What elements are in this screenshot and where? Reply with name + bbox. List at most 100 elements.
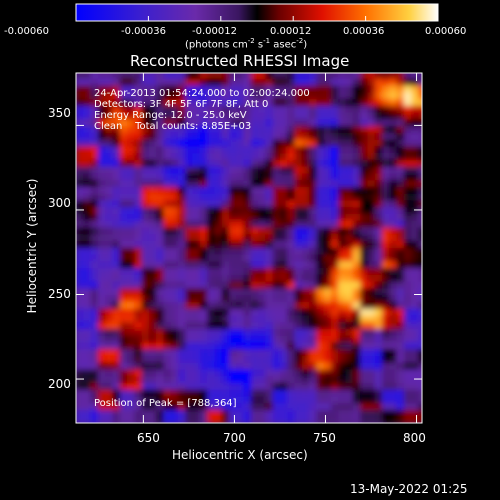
heatmap-cell bbox=[330, 179, 339, 187]
heatmap-cell bbox=[76, 321, 84, 329]
heatmap-cell bbox=[170, 118, 179, 127]
heatmap-cell bbox=[272, 321, 281, 329]
heatmap-cell bbox=[418, 132, 422, 140]
heatmap-cell bbox=[360, 233, 368, 241]
heatmap-cell bbox=[76, 389, 84, 397]
heatmap-cell bbox=[221, 395, 230, 404]
heatmap-cell bbox=[258, 138, 266, 147]
heatmap-cell bbox=[367, 206, 376, 214]
heatmap-cell bbox=[360, 335, 368, 343]
heatmap-cell bbox=[192, 172, 201, 181]
heatmap-cell bbox=[381, 335, 390, 343]
heatmap-cell bbox=[403, 145, 412, 154]
heatmap-cell bbox=[323, 260, 332, 269]
y-tick-label: 350 bbox=[48, 106, 71, 120]
heatmap-cell bbox=[352, 172, 361, 181]
heatmap-cell bbox=[192, 335, 201, 343]
heatmap-cell bbox=[418, 335, 422, 343]
heatmap-cell bbox=[76, 409, 84, 417]
heatmap-cell bbox=[301, 355, 310, 363]
heatmap-cell bbox=[119, 240, 128, 248]
heatmap-cell bbox=[76, 233, 84, 241]
heatmap-cell bbox=[250, 267, 259, 275]
heatmap-cell bbox=[360, 179, 368, 187]
heatmap-cell bbox=[192, 138, 201, 147]
heatmap-cell bbox=[330, 301, 339, 309]
heatmap-cell bbox=[316, 206, 325, 214]
heatmap-cell bbox=[141, 253, 150, 262]
heatmap-cell bbox=[236, 220, 245, 228]
heatmap-cell bbox=[323, 321, 332, 329]
heatmap-cell bbox=[418, 172, 422, 181]
heatmap-cell bbox=[411, 335, 419, 343]
heatmap-cell bbox=[265, 287, 274, 296]
heatmap-cell bbox=[112, 409, 121, 417]
heatmap-cell bbox=[272, 287, 281, 296]
heatmap-cell bbox=[214, 138, 223, 147]
heatmap-cell bbox=[192, 105, 201, 113]
heatmap-cell bbox=[214, 206, 223, 214]
heatmap-cell bbox=[381, 267, 390, 275]
heatmap-cell bbox=[403, 193, 412, 201]
heatmap-cell bbox=[374, 247, 383, 255]
heatmap-cell bbox=[178, 362, 186, 370]
heatmap-cell bbox=[280, 375, 288, 384]
heatmap-cell bbox=[185, 132, 194, 140]
chart-title: Reconstructed RHESSI Image bbox=[130, 52, 350, 70]
heatmap-cell bbox=[229, 105, 237, 113]
heatmap-cell bbox=[381, 73, 390, 79]
heatmap-cell bbox=[287, 247, 296, 255]
heatmap-cell bbox=[250, 179, 259, 187]
heatmap-cell bbox=[199, 213, 208, 221]
heatmap-cell bbox=[97, 132, 106, 140]
heatmap-cell bbox=[323, 409, 332, 417]
heatmap-cell bbox=[396, 341, 405, 350]
heatmap-cell bbox=[418, 98, 422, 106]
heatmap-cell bbox=[112, 395, 121, 404]
heatmap-cell bbox=[258, 274, 266, 282]
heatmap-cell bbox=[316, 294, 325, 302]
heatmap-cell bbox=[403, 260, 412, 269]
heatmap-cell bbox=[294, 253, 303, 262]
heatmap-cell bbox=[119, 267, 128, 275]
heatmap-cell bbox=[258, 287, 266, 296]
heatmap-cell bbox=[83, 226, 92, 235]
colorbar-tick-label: -0.00012 bbox=[192, 26, 237, 37]
heatmap-cell bbox=[287, 382, 296, 390]
heatmap-cell bbox=[127, 78, 135, 86]
heatmap-cell bbox=[83, 247, 92, 255]
heatmap-cell bbox=[127, 362, 135, 370]
heatmap-cell bbox=[280, 267, 288, 275]
heatmap-cell bbox=[389, 402, 398, 411]
heatmap-cell bbox=[119, 355, 128, 363]
heatmap-cell bbox=[156, 287, 164, 296]
heatmap-cell bbox=[411, 274, 419, 282]
heatmap-cell bbox=[374, 226, 383, 235]
heatmap-cell bbox=[309, 375, 317, 384]
heatmap-cell bbox=[192, 220, 201, 228]
heatmap-cell bbox=[134, 416, 143, 423]
heatmap-cell bbox=[360, 348, 368, 356]
heatmap-cell bbox=[250, 105, 259, 113]
heatmap-cell bbox=[207, 267, 215, 275]
heatmap-cell bbox=[127, 409, 135, 417]
heatmap-cell bbox=[250, 132, 259, 140]
heatmap-cell bbox=[338, 179, 347, 187]
heatmap-cell bbox=[119, 314, 128, 323]
heatmap-cell bbox=[141, 341, 150, 350]
heatmap-cell bbox=[258, 375, 266, 384]
heatmap-cell bbox=[97, 193, 106, 201]
heatmap-cell bbox=[396, 314, 405, 323]
heatmap-cell bbox=[389, 341, 398, 350]
heatmap-cell bbox=[148, 172, 157, 181]
heatmap-cell bbox=[316, 226, 325, 235]
heatmap-cell bbox=[207, 308, 215, 316]
heatmap-cell bbox=[381, 152, 390, 160]
heatmap-cell bbox=[381, 341, 390, 350]
heatmap-cell bbox=[199, 118, 208, 127]
heatmap-cell bbox=[90, 84, 99, 93]
heatmap-cell bbox=[280, 355, 288, 363]
heatmap-cell bbox=[345, 226, 354, 235]
heatmap-cell bbox=[323, 84, 332, 93]
heatmap-cell bbox=[403, 321, 412, 329]
